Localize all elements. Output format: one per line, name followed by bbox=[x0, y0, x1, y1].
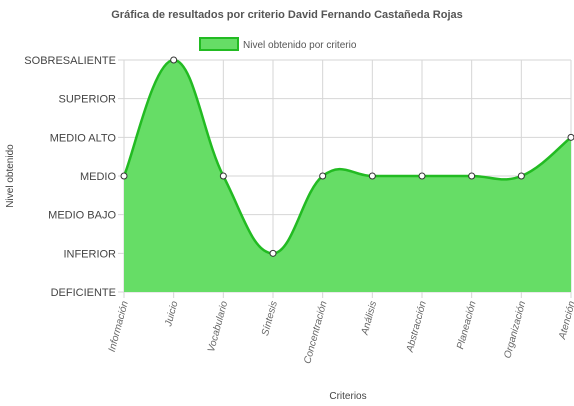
data-points bbox=[120, 56, 574, 257]
x-tick-label: Información bbox=[107, 300, 131, 354]
data-point[interactable] bbox=[269, 249, 277, 257]
data-point[interactable] bbox=[567, 133, 574, 141]
data-point[interactable] bbox=[219, 172, 227, 180]
x-tick-label: Abstracción bbox=[404, 300, 429, 355]
y-tick-label: MEDIO BAJO bbox=[48, 210, 116, 222]
data-point[interactable] bbox=[468, 172, 476, 180]
x-tick-label: Síntesis bbox=[260, 300, 280, 337]
x-tick-label: Concentración bbox=[302, 300, 329, 366]
x-tick-label: Organización bbox=[502, 300, 528, 360]
x-axis: Información Juicio Vocabulario Síntesis Conc… bbox=[107, 300, 574, 366]
y-tick-label: SOBRESALIENTE bbox=[24, 55, 116, 67]
data-point[interactable] bbox=[319, 172, 327, 180]
series-area bbox=[122, 58, 572, 292]
y-tick-label: SUPERIOR bbox=[59, 94, 117, 106]
data-point[interactable] bbox=[517, 172, 525, 180]
legend[interactable]: Nivel obtenido por criterio bbox=[199, 37, 357, 51]
series-line bbox=[122, 58, 572, 255]
x-tick-label: Vocabulario bbox=[206, 300, 230, 354]
area-fill bbox=[124, 60, 571, 292]
x-tick-label: Atención bbox=[557, 300, 574, 342]
y-tick-label: MEDIO ALTO bbox=[50, 132, 117, 144]
x-tick-label: Planeación bbox=[455, 300, 479, 351]
data-point[interactable] bbox=[120, 172, 128, 180]
y-tick-label: DEFICIENTE bbox=[51, 287, 116, 299]
y-tick-label: MEDIO bbox=[80, 171, 117, 183]
y-axis-label: Nivel obtenido bbox=[5, 144, 16, 208]
x-tick-label: Juicio bbox=[163, 300, 181, 329]
legend-label: Nivel obtenido por criterio bbox=[243, 40, 357, 51]
y-tick-label: INFERIOR bbox=[63, 248, 116, 260]
data-point[interactable] bbox=[368, 172, 376, 180]
data-point[interactable] bbox=[418, 172, 426, 180]
legend-swatch bbox=[199, 37, 239, 51]
x-axis-label: Criterios bbox=[329, 391, 366, 402]
x-tick-label: Análisis bbox=[359, 300, 379, 337]
y-axis: DEFICIENTE INFERIOR MEDIO BAJO MEDIO MEDIO A… bbox=[24, 55, 116, 299]
data-point[interactable] bbox=[170, 56, 178, 64]
chart-title: Gráfica de resultados por criterio David… bbox=[111, 9, 463, 21]
